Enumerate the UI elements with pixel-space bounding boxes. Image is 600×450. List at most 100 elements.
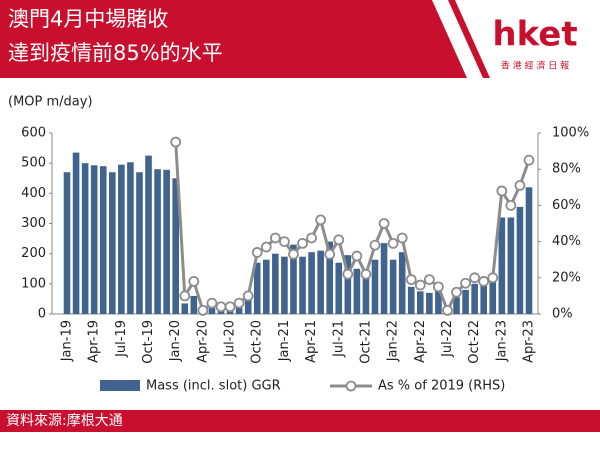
bar (407, 286, 415, 314)
line-marker (433, 281, 444, 293)
line-marker (451, 286, 462, 298)
x-tick-label: Apr-20 (195, 320, 210, 363)
bar (362, 270, 370, 314)
source: 資料來源:摩根大通 (6, 412, 123, 429)
x-tick-label: Jan-22 (386, 320, 401, 362)
bar (272, 253, 279, 314)
bar (190, 295, 198, 314)
line-marker (188, 276, 200, 287)
line-marker (306, 232, 317, 244)
bar (308, 252, 315, 314)
line-marker (315, 214, 327, 226)
x-tick-label: Jan-23 (494, 320, 509, 362)
x-tick-label: Apr-19 (87, 320, 102, 363)
bar (163, 169, 170, 314)
line-marker (288, 248, 299, 260)
x-tick-label: Jan-21 (277, 320, 292, 362)
unit-label: (MOP m/day) (8, 95, 93, 110)
bar (81, 163, 89, 314)
x-tick-label: Jan-20 (168, 320, 183, 362)
title-line: 澳門4月中場賭收 (8, 7, 168, 31)
line-marker (460, 277, 471, 289)
logo-stripe (432, 0, 483, 78)
bar (99, 166, 107, 314)
bar (471, 283, 478, 314)
bar (389, 259, 397, 314)
bar (127, 162, 134, 314)
y2-tick-label: 20% (552, 270, 581, 285)
y-tick-label: 100 (21, 276, 46, 291)
line-marker (260, 241, 272, 253)
line-marker (523, 154, 535, 166)
line-marker (360, 268, 372, 280)
line-marker (242, 290, 254, 302)
bar (154, 169, 161, 314)
y2-tick-label: 80% (552, 162, 581, 177)
bar (90, 165, 98, 314)
bar (516, 206, 524, 314)
y-tick-label: 600 (21, 126, 46, 141)
line-marker (297, 238, 308, 249)
y2-tick-label: 0% (552, 307, 573, 322)
line-marker (279, 236, 290, 248)
x-tick-label: Jul-21 (331, 320, 346, 358)
line-marker (269, 232, 281, 244)
bar (253, 262, 261, 314)
legend-label: Mass (incl. slot) GGR (146, 379, 281, 394)
line-marker (369, 239, 381, 251)
title-line: 達到疫情前85%的水平 (8, 41, 223, 65)
line-marker (378, 218, 390, 229)
line-marker (423, 274, 435, 286)
line-marker (514, 180, 526, 191)
y-tick-label: 400 (21, 186, 46, 201)
bar (136, 172, 143, 314)
bar (489, 280, 497, 314)
x-tick-label: Jul-20 (223, 320, 238, 358)
bar (507, 217, 515, 314)
line-marker (333, 234, 345, 246)
bar (453, 297, 460, 314)
y2-tick-label: 100% (552, 126, 589, 141)
bar (525, 187, 533, 314)
x-tick-label: Oct-19 (141, 320, 156, 364)
y-tick-label: 500 (21, 156, 46, 171)
logo-sub: 香 港 經 濟 日 報 (501, 60, 569, 72)
bar (299, 256, 306, 314)
line-marker (170, 136, 182, 148)
legend-swatch (100, 380, 140, 391)
bar (181, 303, 189, 314)
y2-tick-label: 40% (552, 234, 581, 249)
bar (208, 307, 216, 314)
line-marker (215, 301, 227, 313)
x-tick-label: Oct-21 (358, 320, 373, 364)
line-marker (487, 272, 499, 284)
bar (344, 255, 352, 314)
bar (335, 262, 343, 314)
bar (462, 289, 469, 314)
y-tick-label: 0 (38, 307, 46, 322)
line-marker (414, 279, 426, 291)
x-tick-label: Jan-19 (60, 320, 75, 362)
y2-tick-label: 60% (552, 198, 581, 213)
line-marker (396, 232, 408, 244)
x-tick-label: Apr-23 (522, 320, 537, 363)
bar (244, 295, 252, 314)
line-marker (206, 297, 218, 309)
line-marker (387, 238, 399, 249)
bar (498, 217, 506, 314)
bar (416, 291, 424, 314)
line-marker (442, 304, 453, 316)
bar (380, 243, 388, 314)
bar (326, 241, 334, 314)
bar (426, 292, 433, 314)
bar (435, 289, 442, 314)
bar (262, 259, 270, 314)
line-marker (251, 247, 263, 258)
footer-band (0, 410, 600, 432)
line-marker (505, 199, 517, 211)
bar (290, 244, 297, 314)
bar (145, 155, 152, 314)
bar (398, 252, 406, 314)
legend-swatch (345, 380, 357, 392)
x-tick-label: Apr-21 (304, 320, 319, 363)
